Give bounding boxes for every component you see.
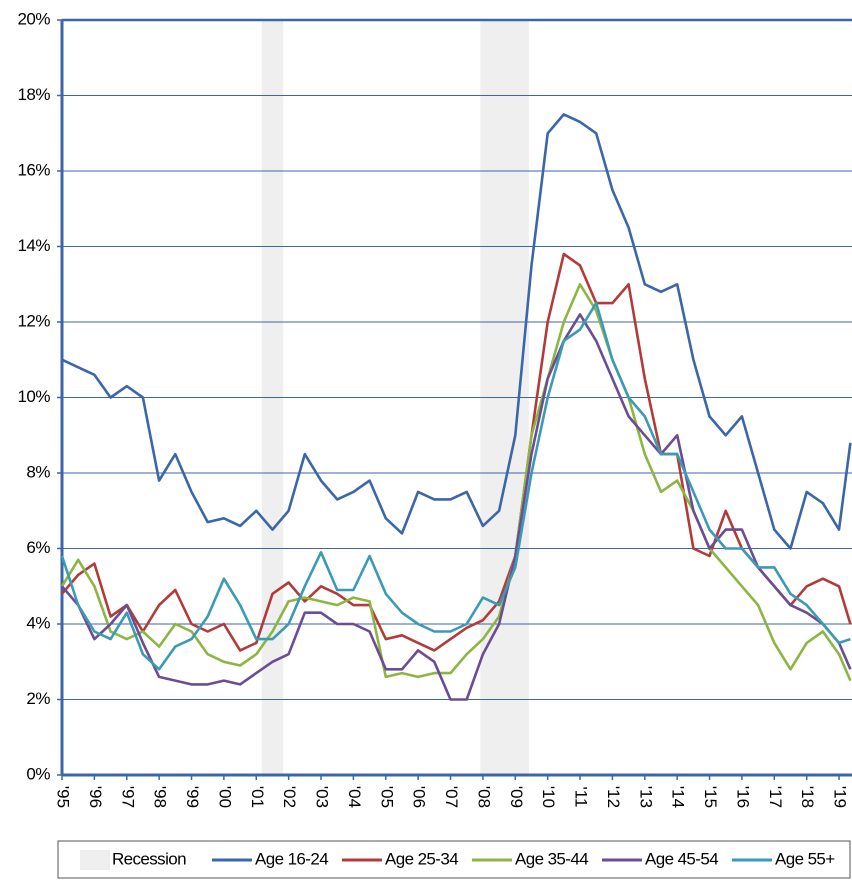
x-tick-label: '08 xyxy=(474,786,493,808)
y-tick-label: 18% xyxy=(17,85,50,104)
x-tick-label: '14 xyxy=(669,786,688,808)
y-tick-label: 4% xyxy=(26,613,50,632)
x-tick-label: '04 xyxy=(345,786,364,808)
x-tick-label: '03 xyxy=(313,786,332,808)
y-tick-label: 12% xyxy=(17,311,50,330)
x-tick-label: '11 xyxy=(572,787,591,808)
legend-swatch xyxy=(80,850,110,870)
y-tick-label: 20% xyxy=(17,9,50,28)
series-line xyxy=(61,113,852,550)
legend-box xyxy=(57,840,851,879)
y-tick-label: 2% xyxy=(26,689,50,708)
x-tick-label: '17 xyxy=(766,786,785,808)
x-tick-label: '01 xyxy=(248,786,267,808)
x-tick-label: '05 xyxy=(377,786,396,808)
x-tick-label: '06 xyxy=(410,786,429,808)
series-line xyxy=(60,283,852,682)
legend-label: Age 16-24 xyxy=(255,849,328,868)
legend-label: Age 45-54 xyxy=(645,849,718,868)
x-tick-label: '99 xyxy=(183,786,202,808)
y-tick-label: 10% xyxy=(17,387,50,406)
legend-label: Recession xyxy=(112,849,186,868)
legend-label: Age 35-44 xyxy=(515,849,588,868)
x-tick-label: '02 xyxy=(280,786,299,808)
x-tick-label: '18 xyxy=(798,786,817,808)
y-tick-label: 14% xyxy=(17,236,50,255)
x-tick-label: '97 xyxy=(118,786,137,808)
x-tick-label: '07 xyxy=(442,786,461,808)
x-tick-label: '19 xyxy=(831,786,850,808)
legend-label: Age 25-34 xyxy=(385,849,458,868)
y-tick-label: 8% xyxy=(26,462,50,481)
x-tick-label: '16 xyxy=(733,786,752,808)
series-line xyxy=(61,252,852,652)
x-tick-label: '10 xyxy=(539,786,558,808)
series-line xyxy=(60,301,851,671)
legend-label: Age 55+ xyxy=(775,849,835,868)
y-tick-label: 6% xyxy=(26,538,50,557)
x-tick-label: '95 xyxy=(54,786,73,808)
x-tick-label: '96 xyxy=(86,786,105,808)
x-tick-label: '00 xyxy=(215,786,234,808)
x-tick-label: '13 xyxy=(636,786,655,808)
y-tick-label: 16% xyxy=(17,160,50,179)
x-tick-label: '12 xyxy=(604,786,623,808)
y-tick-label: 0% xyxy=(26,764,50,783)
x-tick-label: '09 xyxy=(507,786,526,808)
x-tick-label: '98 xyxy=(151,786,170,808)
series-line xyxy=(61,313,852,701)
x-tick-label: '15 xyxy=(701,786,720,808)
